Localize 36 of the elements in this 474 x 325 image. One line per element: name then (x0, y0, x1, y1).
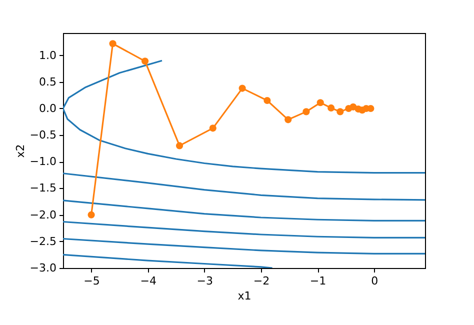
point (302, 108, 310, 116)
y-tick-label: −2.5 (30, 234, 56, 248)
point (264, 96, 271, 104)
y-tick-label: −1.0 (30, 155, 56, 168)
line-series (63, 200, 425, 222)
y-tick-label: −2.0 (30, 208, 56, 222)
x-tick-label: −1 (310, 274, 326, 288)
y-tick-label: 0.0 (39, 102, 56, 115)
y-tick-label: −3.0 (30, 262, 56, 274)
line-series (63, 238, 425, 254)
point (109, 40, 116, 48)
x-tick-label: −5 (84, 274, 100, 288)
point (284, 116, 292, 124)
x-tick-label: −2 (253, 274, 270, 288)
x-tick-label: −3 (196, 274, 214, 288)
line-series (63, 254, 274, 268)
x-axis-title: x1 (238, 290, 252, 302)
y-tick-label: −1.5 (30, 182, 56, 195)
y-tick-label: −0.5 (30, 128, 56, 142)
point (238, 84, 246, 92)
point (367, 104, 374, 112)
point (176, 142, 184, 150)
x-tick-label: 0 (371, 274, 378, 288)
line-series (63, 220, 425, 238)
point (141, 58, 149, 65)
point (209, 124, 216, 132)
x-tick-label: −4 (140, 274, 156, 288)
point (336, 108, 344, 116)
y-tick-label: 1.0 (39, 48, 56, 62)
point (316, 99, 324, 106)
line-series (63, 60, 425, 174)
point (88, 211, 95, 218)
y-tick-label: 0.5 (39, 75, 56, 88)
line-series (63, 172, 425, 201)
y-axis-title: x2 (14, 144, 27, 158)
point (328, 104, 335, 112)
